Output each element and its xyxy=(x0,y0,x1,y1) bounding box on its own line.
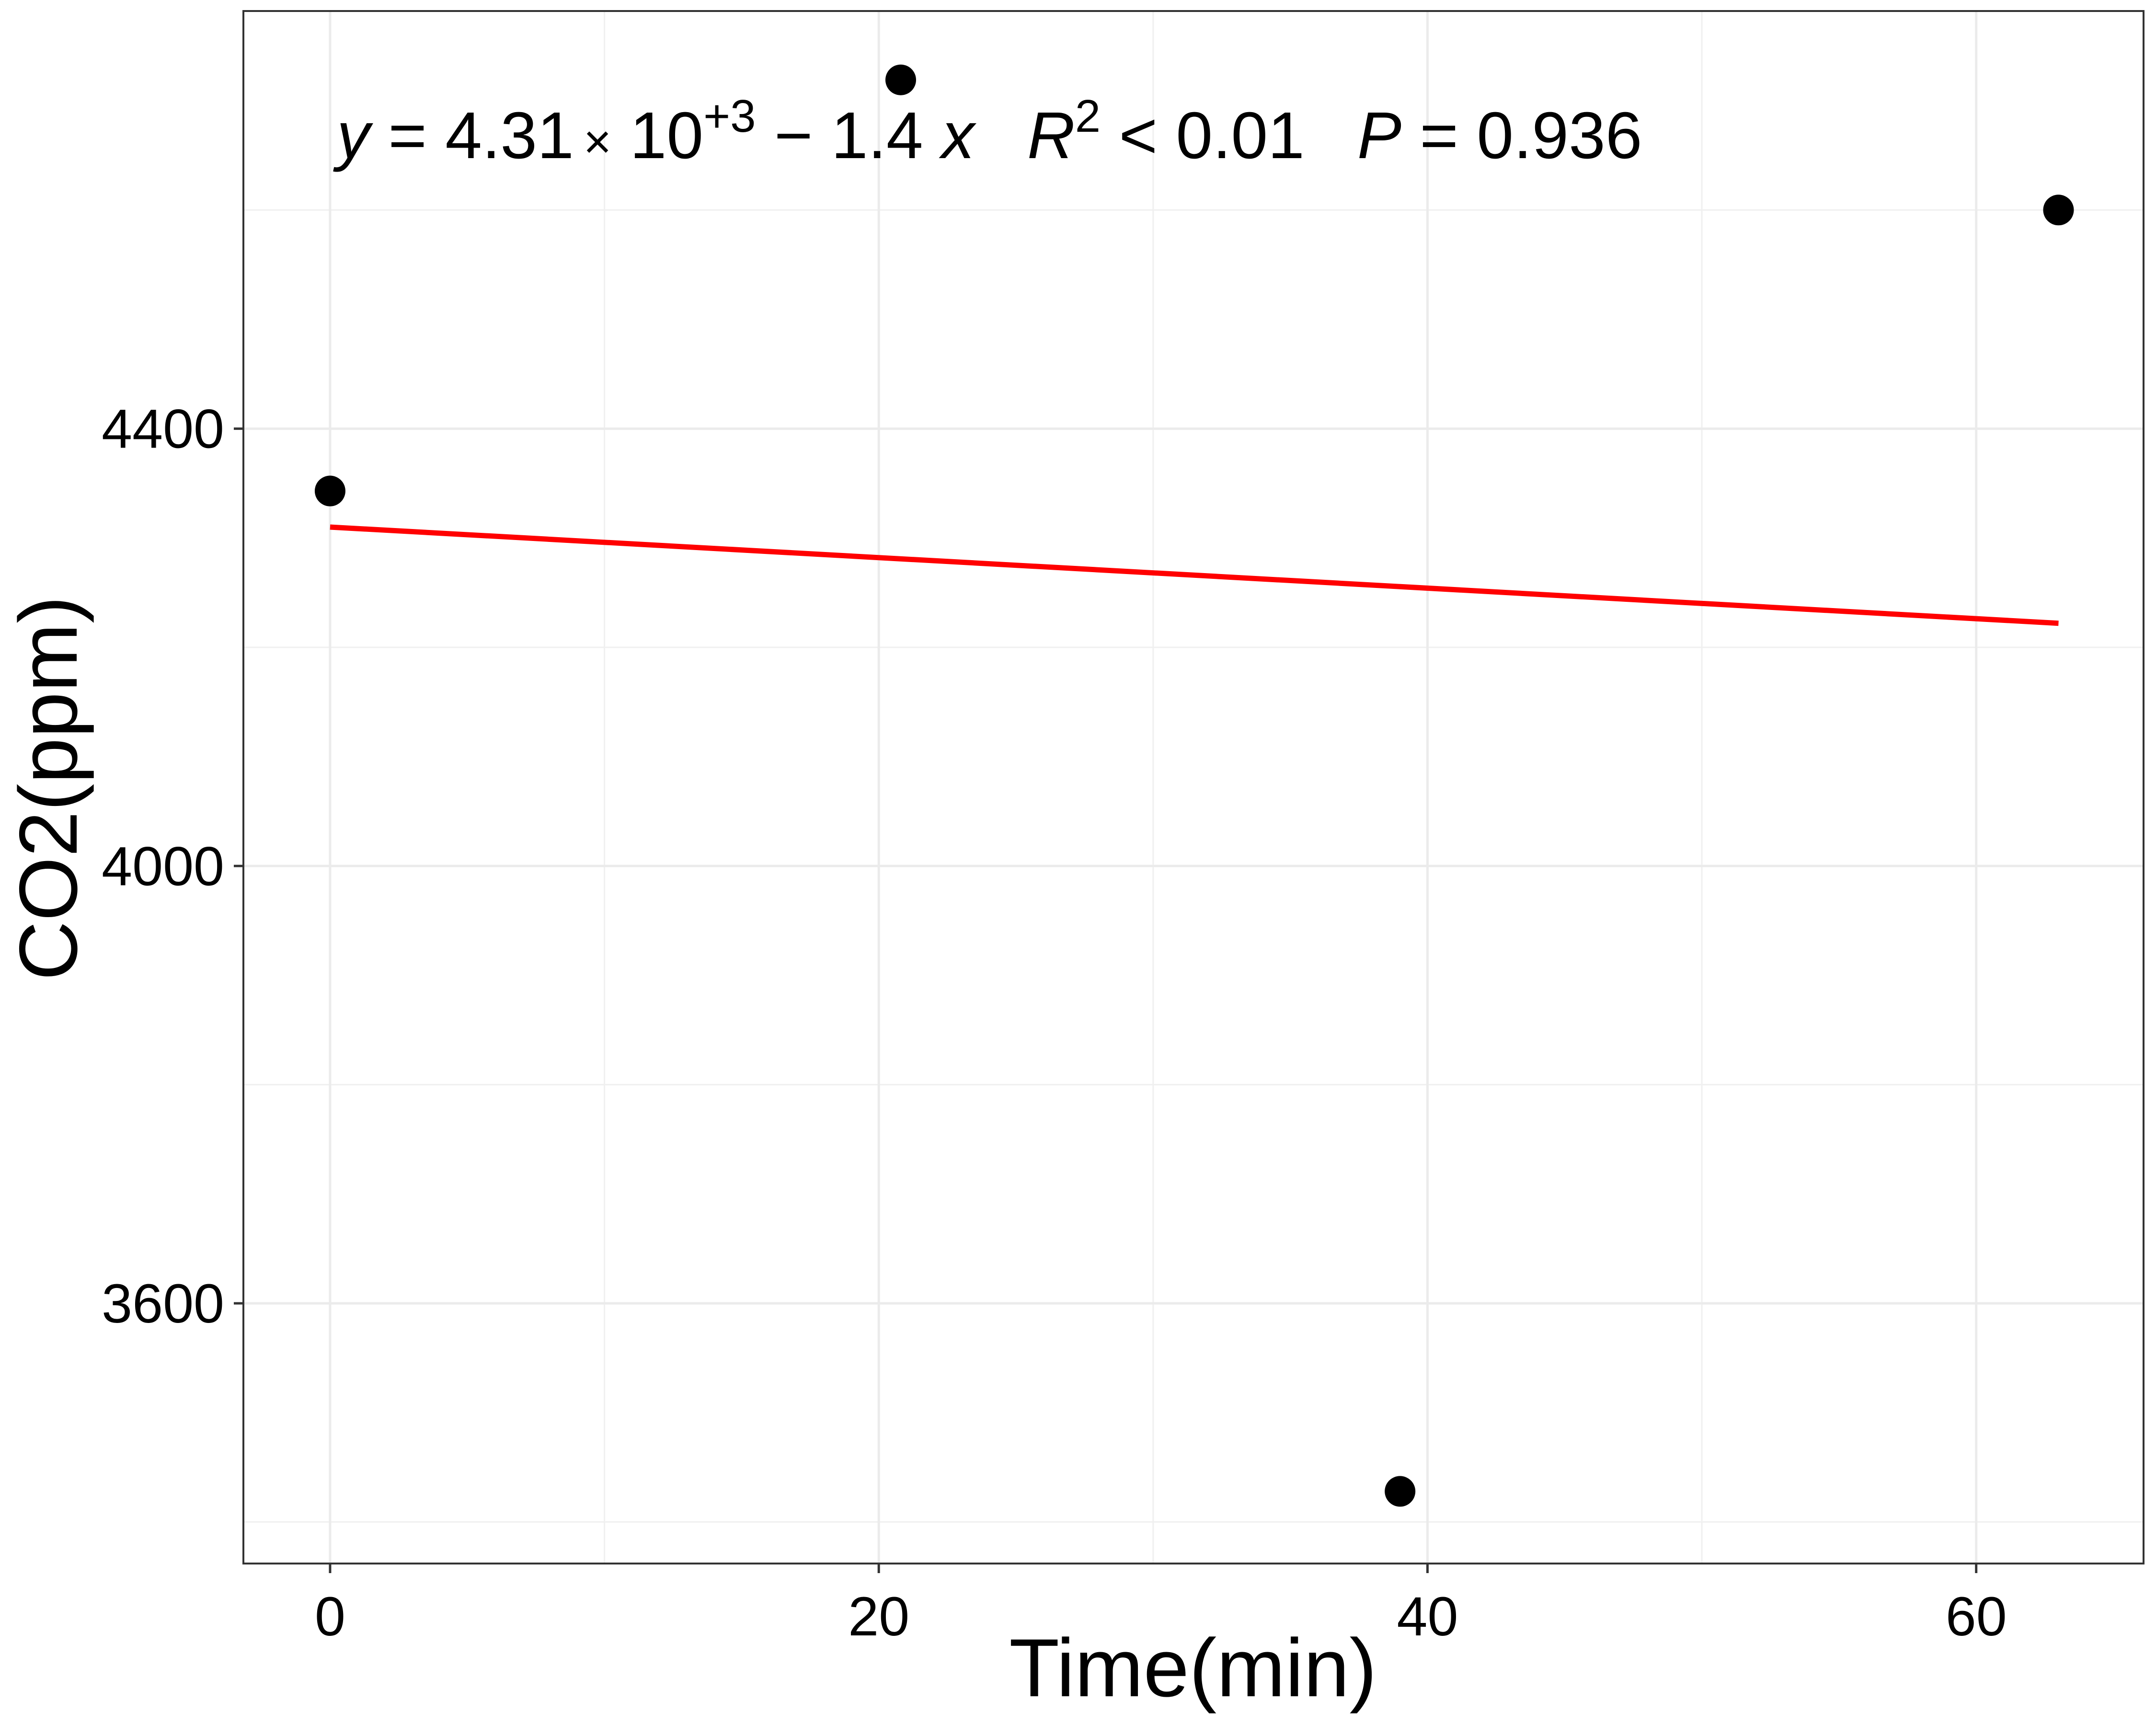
panel-border xyxy=(242,10,2145,1564)
annotation: y = 4.31 × 10+3 − 1.4 x R2 < 0.01 P = 0.936 xyxy=(333,91,1642,172)
annotation-part: < 0.01 xyxy=(1101,99,1305,172)
point xyxy=(885,64,917,95)
annotation-part: 10 xyxy=(611,99,703,172)
annotation-part: +3 xyxy=(703,91,756,142)
x-tick-label: 20 xyxy=(848,1586,909,1647)
annotation-part: = 4.31 xyxy=(370,99,574,172)
x-tick-label: 0 xyxy=(315,1586,345,1647)
annotation-part: P xyxy=(1357,99,1401,172)
annotation-part: R xyxy=(1027,99,1075,172)
annotation-part: x xyxy=(939,99,977,172)
plot: 0 20 40 60 3600 4000 4400 xyxy=(102,10,2145,1647)
annotation-part: = 0.936 xyxy=(1401,99,1642,172)
point xyxy=(2043,195,2074,226)
y-tick-label: 3600 xyxy=(102,1273,224,1334)
x-tick-label: 40 xyxy=(1397,1586,1458,1647)
annotation-part: − 1.4 xyxy=(756,99,941,172)
annotation-part: × xyxy=(584,115,611,169)
x-tick-label: 60 xyxy=(1946,1586,2007,1647)
point xyxy=(314,475,345,506)
y-axis-title: CO2(ppm) xyxy=(2,596,94,981)
annotation-part: 2 xyxy=(1075,91,1101,142)
y-tick-label: 4400 xyxy=(102,399,224,460)
point xyxy=(1385,1476,1416,1507)
fit-line xyxy=(330,524,2059,626)
y-tick-label: 4000 xyxy=(102,836,224,897)
annotation-part: y xyxy=(333,99,373,172)
x-axis-title: Time(min) xyxy=(1009,1622,1377,1714)
